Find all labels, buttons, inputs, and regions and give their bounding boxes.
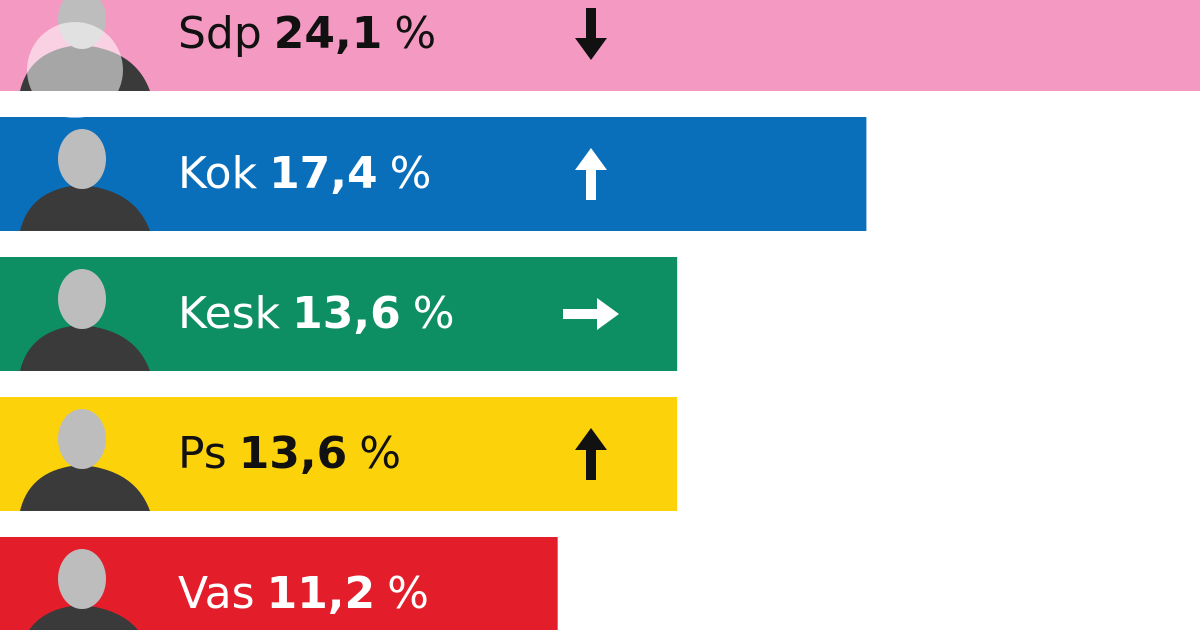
bar-label: Vas 11,2% [178,568,429,619]
trend-arrow [575,148,607,200]
portrait-shoulders [29,605,138,630]
unit-label: % [413,288,455,339]
trend-arrow [575,568,607,620]
unit-label: % [359,428,401,479]
portrait [20,409,150,511]
value-label: 13,6 [292,288,401,339]
bar-label: Kesk 13,6% [178,288,455,339]
trend-arrow [575,8,607,60]
unit-label: % [387,568,429,619]
trend-arrow [575,428,607,480]
portrait-head [58,549,106,609]
portrait-head [58,409,106,469]
portrait [29,549,138,630]
unit-label: % [390,148,432,199]
party-name: Kesk [178,288,281,339]
portrait-head [58,129,106,189]
party-name: Ps [178,428,227,479]
portrait-shoulders [20,185,150,231]
party-name: Vas [178,568,255,619]
bar-label: Ps 13,6% [178,428,401,479]
unit-label: % [394,8,436,59]
value-label: 11,2 [267,568,376,619]
value-label: 17,4 [269,148,378,199]
bar [0,117,867,231]
party-name: Sdp [178,8,262,59]
portrait-head [58,269,106,329]
portrait [20,129,150,231]
portrait [20,269,150,371]
portrait-shoulders [20,325,150,371]
portrait-shoulders [20,465,150,511]
trend-arrow [563,298,619,330]
value-label: 13,6 [239,428,348,479]
logo [27,22,123,118]
party-name: Kok [178,148,258,199]
bar-label: Sdp 24,1% [178,8,436,59]
bar-label: Kok 17,4% [178,148,431,199]
value-label: 24,1 [274,8,383,59]
